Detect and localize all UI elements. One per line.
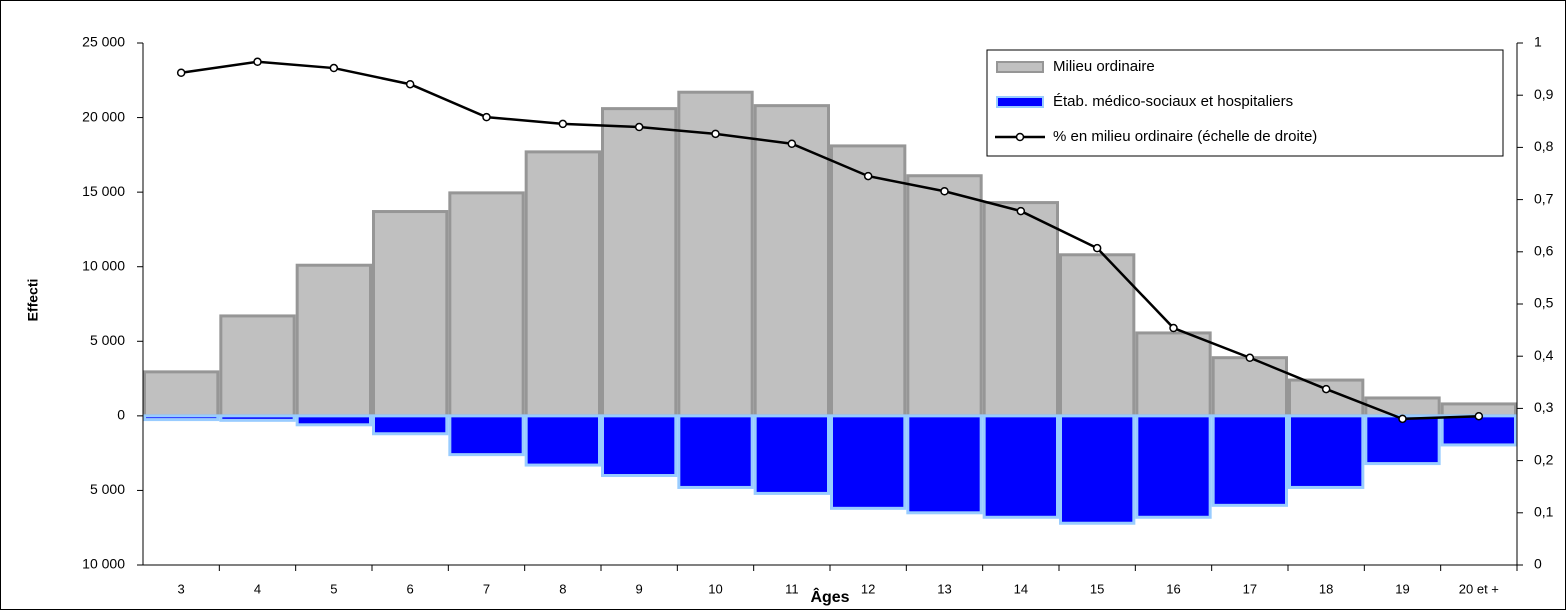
y-tick-label: 0 <box>117 407 125 423</box>
line-point <box>253 57 262 67</box>
bar <box>448 414 525 457</box>
line-point <box>558 119 568 129</box>
legend-label: Étab. médico-sociaux et hospitaliers <box>1053 93 1293 110</box>
line-point <box>482 112 491 122</box>
x-tick-label: 16 <box>1166 581 1180 596</box>
bar <box>372 210 449 418</box>
bar <box>1135 414 1212 519</box>
bar <box>906 414 983 515</box>
bar <box>219 314 296 418</box>
x-tick-label: 13 <box>937 581 951 596</box>
y-tick-label: 20 000 <box>82 108 125 124</box>
y2-tick-label: 0,9 <box>1534 86 1554 102</box>
bar <box>601 107 678 418</box>
line-point <box>176 68 186 78</box>
bar <box>906 174 983 418</box>
y2-tick-label: 0,7 <box>1534 190 1554 206</box>
line-point <box>1474 411 1484 421</box>
bar <box>677 414 754 489</box>
bar <box>982 414 1060 519</box>
line-point <box>405 79 415 89</box>
bar <box>1059 253 1136 418</box>
x-tick-label: 8 <box>559 581 566 596</box>
y-tick-label: 5 000 <box>90 332 125 348</box>
x-tick-label: 20 et + <box>1459 581 1499 596</box>
bar <box>1135 331 1212 418</box>
x-tick-label: 19 <box>1395 581 1409 596</box>
x-tick-label: 10 <box>708 581 722 596</box>
y2-tick-label: 0,5 <box>1534 295 1554 311</box>
bar <box>295 263 372 418</box>
bar <box>830 414 907 510</box>
bar <box>601 414 678 478</box>
y2-tick-label: 0,2 <box>1534 451 1554 467</box>
legend-box <box>986 49 1504 157</box>
bar <box>753 104 831 418</box>
bar <box>677 90 754 418</box>
line-point <box>329 63 339 73</box>
legend-label: Milieu ordinaire <box>1053 58 1155 75</box>
line-point <box>1245 353 1255 363</box>
x-tick-label: 12 <box>861 581 875 596</box>
y-tick-label: 25 000 <box>82 34 125 50</box>
legend-swatch <box>996 96 1044 108</box>
x-tick-label: 9 <box>636 581 643 596</box>
x-tick-label: 7 <box>483 581 490 596</box>
y-tick-label: 10 000 <box>82 556 125 572</box>
y-tick-label: 10 000 <box>82 257 125 273</box>
bar <box>448 191 525 418</box>
bar <box>982 201 1060 418</box>
legend-swatch <box>996 61 1044 73</box>
legend-label: % en milieu ordinaire (échelle de droite… <box>1053 128 1317 145</box>
legend: Milieu ordinaire Étab. médico-sociaux et … <box>986 49 1504 157</box>
y2-tick-label: 0,1 <box>1534 504 1554 520</box>
y-axis-title: Effecti <box>25 279 41 322</box>
y2-tick-label: 0 <box>1534 556 1542 572</box>
line-point <box>1321 384 1331 394</box>
legend-marker <box>1015 132 1025 142</box>
line <box>180 60 1479 421</box>
x-tick-label: 18 <box>1319 581 1333 596</box>
bar <box>1059 414 1136 525</box>
bar <box>372 414 449 436</box>
x-tick-label: 17 <box>1243 581 1257 596</box>
bar <box>524 414 602 467</box>
line-point <box>1169 323 1178 333</box>
bar <box>830 144 907 418</box>
y2-tick-label: 0,8 <box>1534 138 1554 154</box>
line-point <box>940 186 949 196</box>
y2-tick-label: 0,6 <box>1534 243 1554 259</box>
x-tick-label: 6 <box>407 581 414 596</box>
line-point <box>1016 206 1026 216</box>
x-tick-label: 15 <box>1090 581 1104 596</box>
bar <box>295 414 372 427</box>
x-axis-title: Âges <box>810 587 849 606</box>
y2-tick-label: 0,3 <box>1534 399 1554 415</box>
y2-tick-label: 1 <box>1534 34 1542 50</box>
bar <box>1211 414 1288 507</box>
line-point <box>1092 243 1102 253</box>
line-point <box>711 129 720 139</box>
line-point <box>787 139 797 148</box>
line-point <box>863 171 873 181</box>
y2-tick-label: 0,4 <box>1534 347 1554 363</box>
line-point <box>1398 414 1407 424</box>
y-tick-label: 15 000 <box>82 183 125 199</box>
x-tick-label: 3 <box>178 581 185 596</box>
bar <box>1211 356 1288 418</box>
line-point <box>634 122 644 132</box>
bar <box>1288 414 1365 489</box>
y-tick-label: 5 000 <box>90 481 125 497</box>
bar <box>143 370 220 418</box>
bar <box>753 414 831 495</box>
x-tick-label: 4 <box>254 581 261 596</box>
bar <box>524 150 602 418</box>
x-tick-label: 5 <box>330 581 337 596</box>
bar <box>1364 396 1441 418</box>
x-tick-label: 14 <box>1014 581 1028 596</box>
x-tick-label: 11 <box>785 581 799 596</box>
